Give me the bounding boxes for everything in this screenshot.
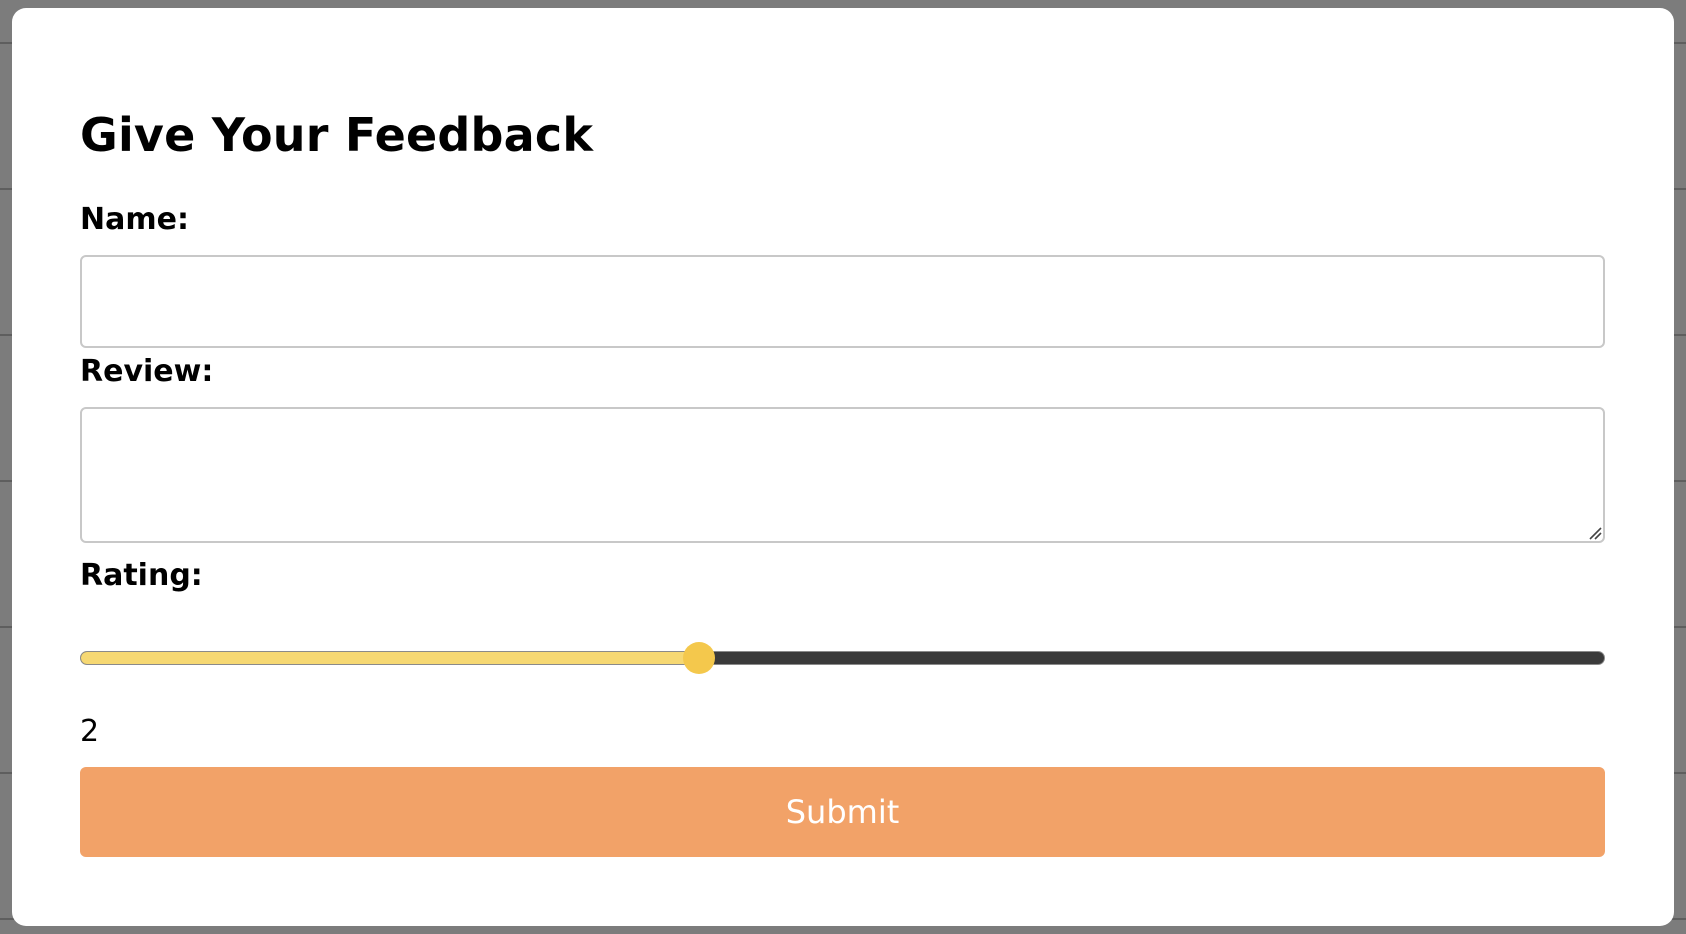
rating-slider-thumb[interactable] [683, 642, 716, 674]
resize-grip-icon[interactable] [1588, 526, 1602, 540]
name-input[interactable] [80, 255, 1605, 348]
feedback-modal: Give Your Feedback Name: Review: Rating:… [12, 8, 1674, 926]
review-label: Review: [80, 354, 214, 389]
name-label: Name: [80, 202, 189, 237]
modal-title: Give Your Feedback [80, 108, 594, 162]
rating-slider-fill [81, 652, 700, 664]
submit-button[interactable]: Submit [80, 767, 1605, 857]
rating-slider[interactable] [80, 638, 1605, 678]
rating-label: Rating: [80, 558, 203, 593]
review-textarea[interactable] [80, 407, 1605, 543]
rating-slider-track[interactable] [80, 651, 1605, 665]
rating-value: 2 [80, 714, 100, 749]
